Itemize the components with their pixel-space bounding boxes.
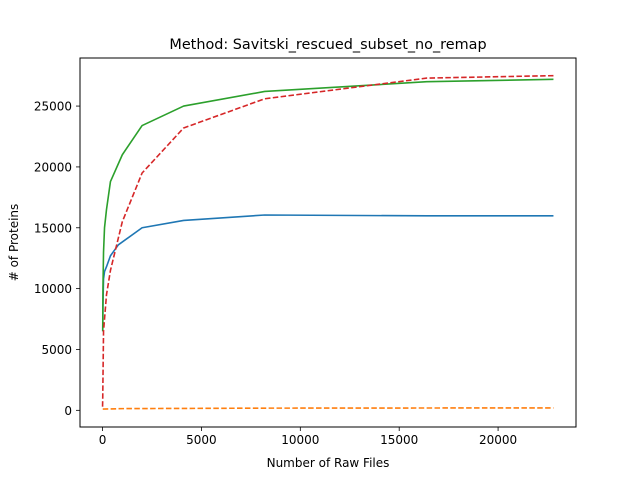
chart-title: Method: Savitski_rescued_subset_no_remap xyxy=(169,37,486,53)
plot-area xyxy=(79,57,577,428)
x-axis: 0 5000 10000 15000 20000 xyxy=(99,427,517,447)
x-tick-label: 10000 xyxy=(281,433,319,447)
y-tick-label: 10000 xyxy=(34,282,72,296)
y-axis: 0 5000 10000 15000 20000 25000 xyxy=(34,100,80,418)
x-tick-label: 20000 xyxy=(479,433,517,447)
series-line-green xyxy=(101,78,554,332)
y-axis-label: # of Proteins xyxy=(7,204,21,282)
y-tick-label: 20000 xyxy=(34,160,72,174)
x-tick-label: 5000 xyxy=(186,433,217,447)
y-tick-label: 5000 xyxy=(41,343,72,357)
x-tick-label: 15000 xyxy=(380,433,418,447)
plot-frame xyxy=(79,57,577,428)
y-tick-label: 0 xyxy=(64,404,72,418)
series-group xyxy=(101,74,554,410)
series-line-orange-dashed xyxy=(102,407,554,410)
y-tick-label: 15000 xyxy=(34,221,72,235)
y-tick-label: 25000 xyxy=(34,100,72,114)
x-axis-label: Number of Raw Files xyxy=(267,456,390,470)
series-line-red-dashed xyxy=(101,74,554,407)
x-tick-label: 0 xyxy=(99,433,107,447)
